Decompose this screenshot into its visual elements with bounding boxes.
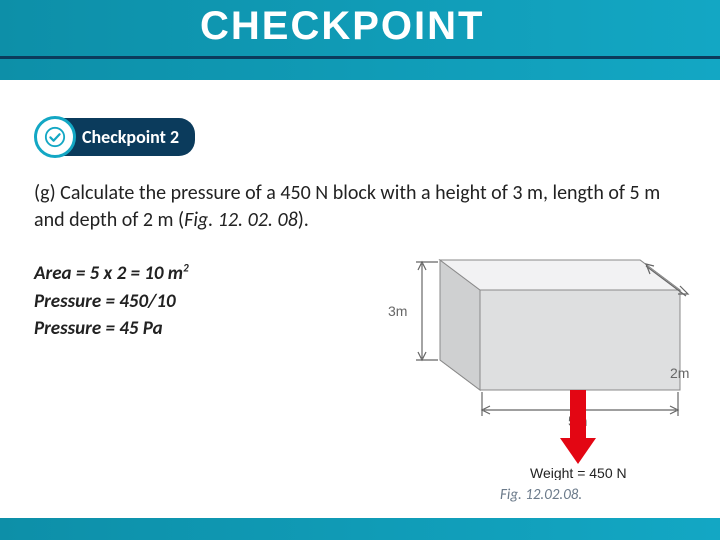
checkpoint-label: Checkpoint 2 — [56, 118, 195, 156]
checkpoint-badge: Checkpoint 2 — [34, 116, 195, 158]
check-icon — [34, 116, 76, 158]
dim-height — [416, 262, 438, 360]
header-band: CHECKPOINT — [0, 0, 720, 80]
question-text: (g) Calculate the pressure of a 450 N bl… — [34, 180, 690, 234]
weight-label: Weight = 450 N — [530, 465, 627, 480]
figure-caption: Fig. 12.02.08. — [500, 486, 582, 504]
block-3d — [440, 260, 680, 390]
weight-arrow — [560, 390, 596, 464]
depth-label: 2m — [670, 365, 689, 381]
height-label: 3m — [388, 303, 407, 319]
footer-band — [0, 518, 720, 540]
header-title: CHECKPOINT — [200, 4, 484, 49]
block-main-face — [480, 290, 680, 390]
header-underline — [0, 56, 720, 59]
question-suffix: ). — [298, 208, 309, 232]
figure-reference: Fig. 12. 02. 08 — [184, 208, 298, 232]
block-diagram: 3m 5m 2m Weight = 450 N — [370, 250, 700, 480]
question-body: (g) Calculate the pressure of a 450 N bl… — [34, 181, 660, 232]
